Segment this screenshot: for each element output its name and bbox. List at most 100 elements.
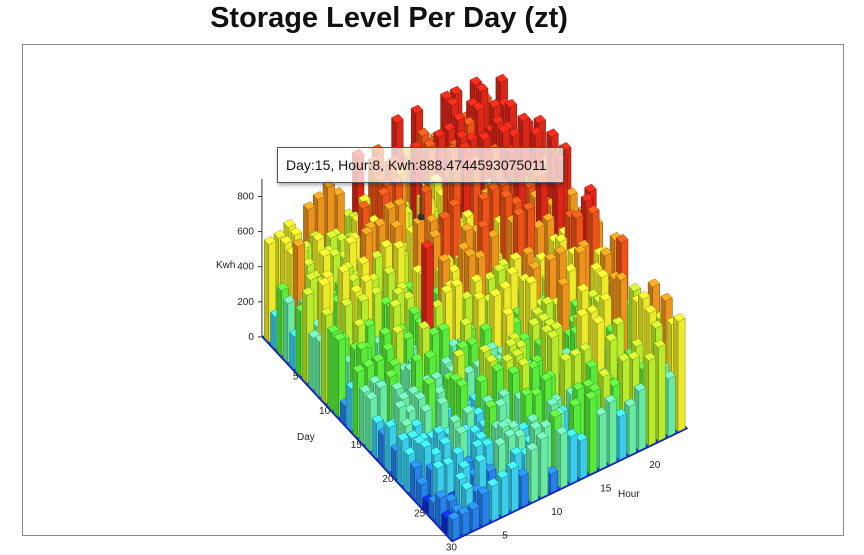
bar-top-face [438,436,452,446]
bar-top-face [544,252,557,262]
bar-top-face [417,127,430,137]
bar-front-face [618,413,627,461]
bar-top-face [623,398,637,408]
bar-top-face [550,321,563,331]
bar-top-face [592,315,605,325]
bar-top-face [585,304,599,314]
bar-top-face [660,292,673,302]
bar-day30-hour1[interactable] [447,511,461,541]
bar-top-face [471,438,484,448]
bar-top-face [485,354,498,364]
bar-top-face [528,260,541,270]
bar-day1-hour1[interactable] [263,236,277,343]
bar-top-face [497,419,510,429]
bar-top-face [419,439,432,449]
bar-top-face [483,463,497,473]
z-tick-label: 800 [237,191,254,202]
bar-top-face [491,362,504,372]
bar-top-face [358,193,371,203]
bar-day30-hour19[interactable] [623,398,637,456]
bar-top-face [337,264,351,274]
bar-top-face [433,385,446,395]
day-tick-label: 10 [319,406,331,417]
bar-top-face [401,330,415,340]
bar-day12-hour1[interactable] [333,332,347,418]
bar-top-face [489,288,502,298]
bar-front-face [471,506,480,532]
bar-front-face [589,395,598,475]
z-tick-label: 600 [237,227,254,238]
bar-side-face [435,492,441,528]
bar-front-face [520,472,529,508]
bar-top-face [429,446,442,456]
bar-side-face [409,462,415,500]
bar-top-face [586,288,600,298]
bar-top-face [388,357,401,367]
bar-top-face [509,251,522,261]
z-axis: 0 200 400 600 800 [237,178,263,343]
bar-side-face [289,331,295,371]
bar-top-face [576,307,589,317]
bar-top-face [388,298,402,308]
bar-top-face [643,352,657,362]
bar-front-face [599,411,607,470]
bar-top-face [488,98,502,108]
bar-top-face [473,249,487,259]
bar-top-face [535,431,549,441]
bar-top-face [493,437,507,447]
bar-top-face [572,381,585,391]
bar-top-face [509,195,523,205]
bar-top-face [430,299,444,309]
bar-top-face [554,245,567,255]
bar-top-face [357,255,370,265]
bar-side-face [333,335,339,418]
bar-day30-hour21[interactable] [643,352,657,447]
x-axis-label: Hour [618,489,640,500]
bar-top-face [497,124,511,134]
bar-front-face [481,490,490,527]
bar-top-face [546,397,559,407]
bar-top-face [539,372,553,382]
bar-top-face [437,322,450,332]
bar-top-face [391,324,405,334]
bar-top-face [317,277,331,287]
bar-day30-hour17[interactable] [604,394,617,466]
bar-top-face [596,269,609,279]
bar-top-face [457,459,471,469]
bar-top-face [443,122,456,132]
bar-top-face [344,235,357,245]
bar-top-face [465,132,479,142]
bar-top-face [607,377,621,387]
bar-top-face [333,332,347,342]
bar-top-face [325,229,338,239]
bar-top-face [498,280,512,290]
bar-top-face [546,329,560,339]
bar-top-face [428,229,442,239]
bar-top-face [487,181,500,192]
bar-top-face [576,283,590,293]
bar-top-face [460,290,473,300]
bar-side-face [282,298,289,364]
y-axis-label: Day [297,432,315,443]
bar-top-face [406,429,420,439]
bar-top-face [584,183,597,193]
bar-top-face [581,378,595,388]
bar-top-face [312,191,326,201]
bar-top-face [360,226,374,236]
bars-group[interactable] [263,73,686,541]
bar-top-face [516,421,530,431]
bar-top-face [460,481,474,491]
bar-top-face [332,187,345,197]
bar-top-face [517,357,530,367]
bar-top-face [505,266,519,276]
bar-top-face [432,425,446,435]
bar-side-face [320,310,327,405]
bar-day30-hour9[interactable] [525,442,539,504]
bar-top-face [524,275,538,285]
bar-top-face [438,210,451,220]
bar-top-face [318,248,332,258]
bar-side-face [308,332,314,391]
day-tick-label: 5 [293,372,299,383]
bar-top-face [467,501,480,511]
